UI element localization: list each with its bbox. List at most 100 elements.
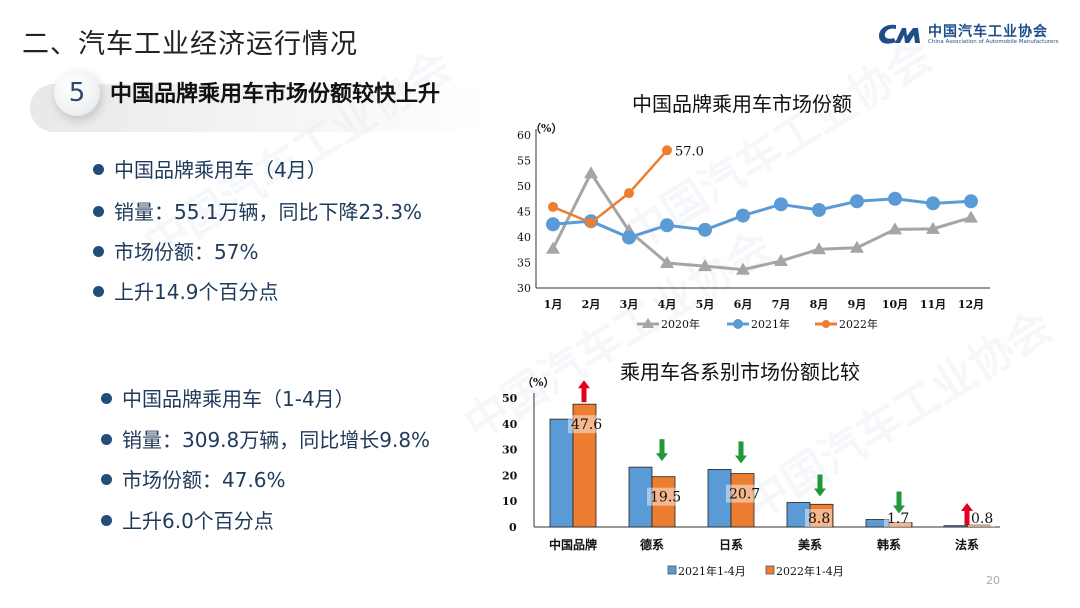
circle-marker-icon bbox=[964, 194, 978, 209]
arrow-down-icon bbox=[735, 455, 747, 464]
x-tick-label: 美系 bbox=[798, 537, 822, 552]
triangle-marker-icon bbox=[850, 240, 864, 253]
x-tick-label: 韩系 bbox=[877, 537, 901, 552]
bullet-text: 市场份额：47.6% bbox=[122, 468, 286, 492]
caam-logo: 中国汽车工业协会 China Association of Automobile… bbox=[876, 20, 1059, 50]
circle-marker-icon bbox=[812, 202, 826, 217]
y-axis-unit: （%） bbox=[522, 376, 554, 389]
x-tick-label: 法系 bbox=[955, 537, 979, 552]
x-tick-label: 11月 bbox=[920, 298, 946, 311]
circle-marker-icon bbox=[622, 230, 636, 245]
arrow-down-icon bbox=[656, 453, 668, 462]
bar-2022年1-4月 bbox=[809, 503, 834, 528]
data-label-bg bbox=[884, 509, 911, 527]
bar-2021年1-4月 bbox=[549, 418, 574, 528]
y-tick-label: 40 bbox=[517, 231, 531, 244]
x-tick-label: 6月 bbox=[734, 298, 753, 311]
x-tick-label: 7月 bbox=[772, 298, 791, 311]
y-tick-label: 55 bbox=[517, 155, 531, 168]
x-tick-label: 10月 bbox=[882, 298, 908, 311]
bullet-text: 中国品牌乘用车（4月） bbox=[114, 158, 327, 182]
circle-marker-icon bbox=[660, 218, 674, 233]
bullet-dot-icon bbox=[93, 164, 104, 175]
subtitle-backdrop bbox=[30, 84, 490, 132]
bullet-dot-icon bbox=[93, 286, 104, 297]
triangle-marker-icon bbox=[698, 259, 712, 272]
bullet-item: 销量：55.1万辆，同比下降23.3% bbox=[93, 196, 422, 225]
line-chart-title: 中国品牌乘用车市场份额 bbox=[632, 92, 852, 116]
arrow-up-icon bbox=[581, 387, 587, 403]
y-axis-unit: （%） bbox=[530, 122, 562, 135]
circle-marker-icon bbox=[888, 191, 902, 206]
y-tick-label: 30 bbox=[502, 444, 518, 457]
triangle-marker-icon bbox=[660, 256, 674, 269]
x-tick-label: 4月 bbox=[658, 298, 677, 311]
bullet-item: 上升14.9个百分点 bbox=[93, 276, 279, 305]
y-tick-label: 45 bbox=[517, 206, 531, 219]
data-label: 1.7 bbox=[887, 511, 909, 527]
circle-marker-icon bbox=[926, 196, 940, 211]
bar-2021年1-4月 bbox=[943, 525, 968, 528]
section-title: 二、汽车工业经济运行情况 bbox=[22, 29, 358, 60]
data-label-bg bbox=[568, 415, 602, 434]
circle-marker-icon bbox=[546, 217, 560, 232]
triangle-marker-icon bbox=[888, 222, 902, 235]
triangle-marker-icon bbox=[926, 221, 940, 234]
bar-2022年1-4月 bbox=[730, 473, 755, 528]
legend-swatch bbox=[765, 565, 775, 575]
data-label-bg bbox=[647, 487, 681, 506]
bullet-text: 上升6.0个百分点 bbox=[122, 509, 274, 533]
slide-subtitle: 中国品牌乘用车市场份额较快上升 bbox=[110, 82, 441, 107]
circle-marker-icon bbox=[736, 208, 750, 223]
data-label: 19.5 bbox=[650, 490, 681, 506]
arrow-down-icon bbox=[893, 505, 905, 514]
triangle-marker-icon bbox=[546, 241, 560, 254]
bar-chart-title: 乘用车各系别市场份额比较 bbox=[620, 360, 860, 384]
series-line-2020年 bbox=[551, 170, 972, 272]
bar-2022年1-4月 bbox=[888, 522, 913, 528]
bullet-item: 上升6.0个百分点 bbox=[101, 505, 274, 534]
x-tick-label: 2月 bbox=[582, 298, 601, 311]
legend-label: 2021年1-4月 bbox=[678, 564, 746, 578]
triangle-marker-icon bbox=[584, 166, 598, 179]
y-tick-label: 50 bbox=[502, 392, 518, 405]
y-tick-label: 10 bbox=[502, 495, 518, 508]
circle-marker-icon bbox=[822, 320, 830, 328]
circle-marker-icon bbox=[624, 188, 634, 199]
arrow-down-icon bbox=[659, 439, 665, 455]
bullet-dot-icon bbox=[101, 515, 112, 526]
circle-marker-icon bbox=[548, 201, 558, 212]
x-tick-label: 12月 bbox=[958, 298, 984, 311]
legend-label: 2022年 bbox=[839, 317, 878, 331]
bullet-item: 市场份额：47.6% bbox=[101, 464, 286, 493]
data-label-bg bbox=[968, 509, 995, 527]
bar-2022年1-4月 bbox=[651, 476, 676, 528]
bar-2022年1-4月 bbox=[966, 524, 991, 528]
bullet-text: 中国品牌乘用车（1-4月） bbox=[122, 387, 355, 411]
arrow-up-icon bbox=[964, 510, 970, 525]
x-tick-label: 3月 bbox=[620, 298, 639, 311]
data-label-bg bbox=[726, 484, 760, 503]
logo-text-en: China Association of Automobile Manufact… bbox=[928, 39, 1059, 45]
x-tick-label: 8月 bbox=[810, 298, 829, 311]
x-tick-label: 日系 bbox=[719, 537, 743, 552]
bullet-dot-icon bbox=[101, 393, 112, 404]
triangle-marker-icon bbox=[964, 210, 978, 223]
arrow-down-icon bbox=[738, 441, 744, 457]
data-label: 47.6 bbox=[571, 417, 602, 433]
logo-text-cn: 中国汽车工业协会 bbox=[928, 24, 1048, 40]
y-tick-label: 30 bbox=[517, 282, 531, 295]
triangle-marker-icon bbox=[812, 242, 826, 255]
y-tick-label: 0 bbox=[509, 521, 517, 534]
y-tick-label: 40 bbox=[502, 418, 518, 431]
x-tick-label: 5月 bbox=[696, 298, 715, 311]
x-tick-label: 1月 bbox=[544, 298, 563, 311]
data-label: 0.8 bbox=[971, 511, 993, 527]
circle-marker-icon bbox=[850, 194, 864, 209]
data-label: 57.0 bbox=[675, 144, 704, 159]
x-tick-label: 德系 bbox=[640, 537, 664, 552]
bullet-text: 上升14.9个百分点 bbox=[114, 280, 279, 304]
bullet-text: 市场份额：57% bbox=[114, 240, 259, 264]
y-tick-label: 60 bbox=[517, 129, 531, 142]
data-label-bg bbox=[805, 509, 832, 527]
